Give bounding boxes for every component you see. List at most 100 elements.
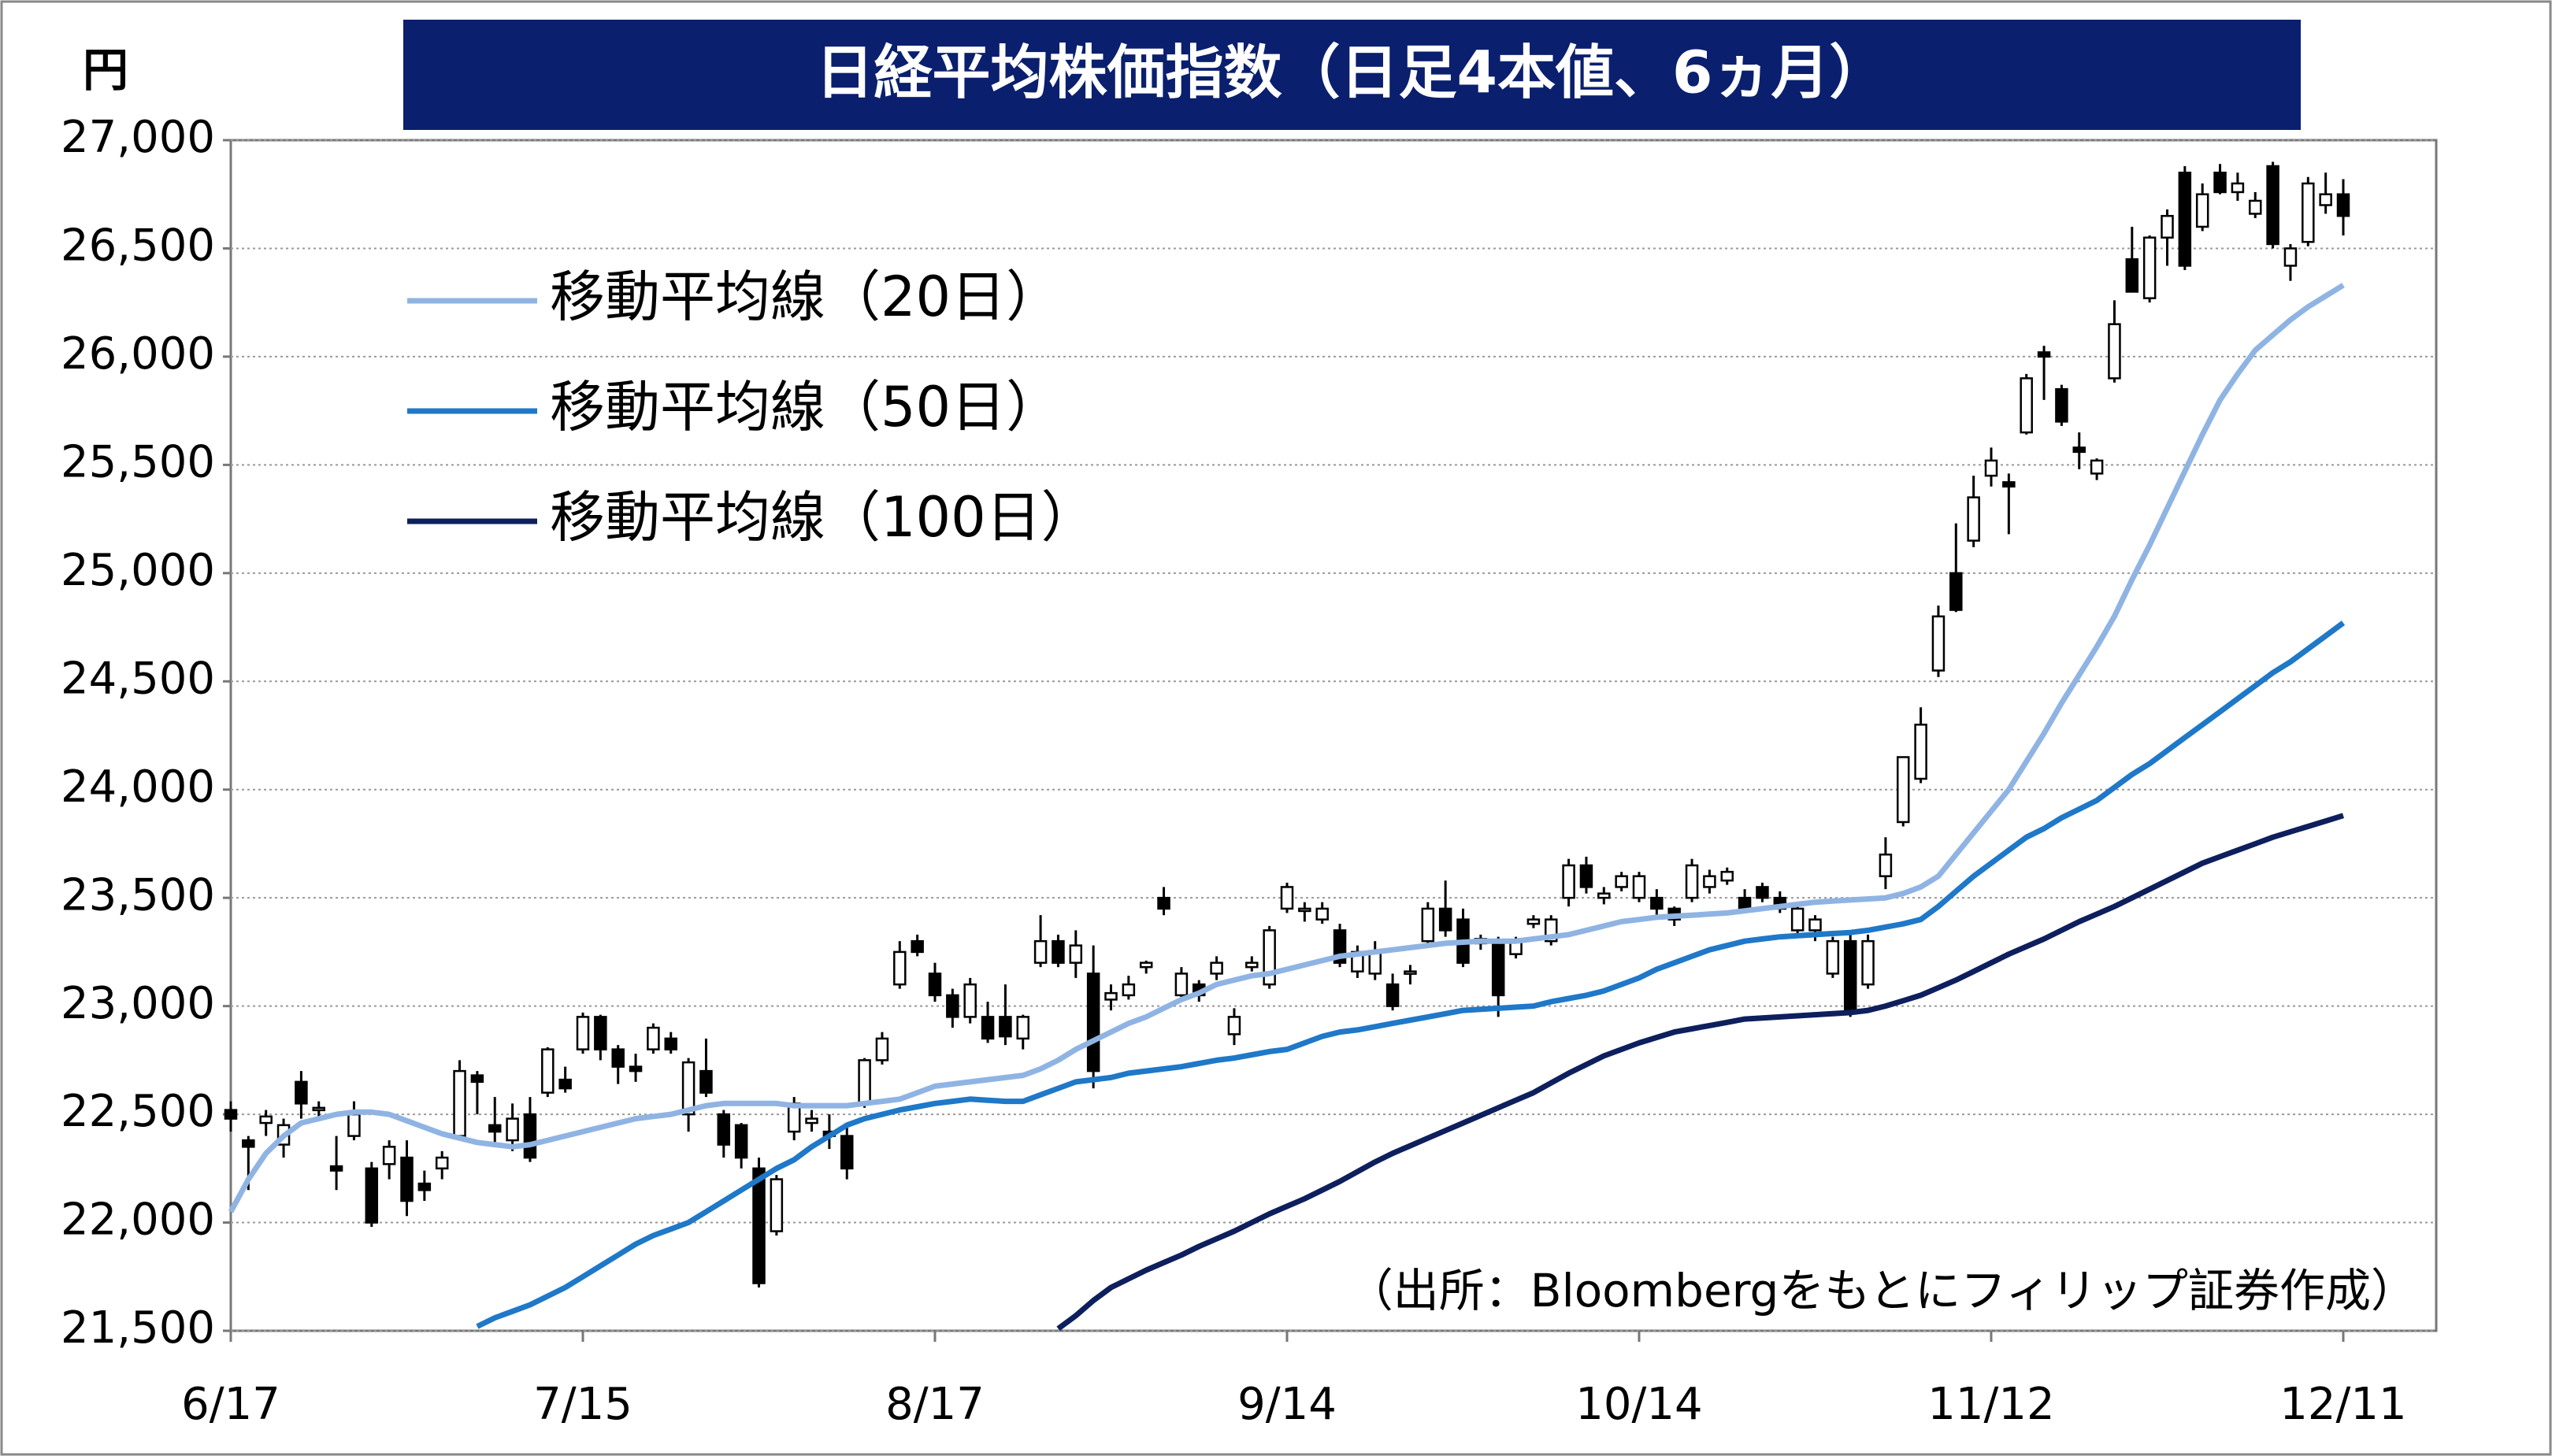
candle-body [1790,907,1805,932]
y-tick-label: 22,000 [61,1195,215,1246]
candle-body [664,1037,677,1050]
candle-body [611,1048,625,1068]
candle-body [999,1016,1012,1038]
candle-body [2266,165,2279,246]
candle-body [1491,939,1505,997]
candle-body [770,1178,784,1232]
candle-body [1210,961,1223,975]
candle-body [1562,864,1575,899]
x-tick-label: 7/15 [533,1379,632,1430]
candle-body [1526,918,1541,925]
candle-body [1052,939,1065,964]
candle-body [2231,182,2245,194]
candle-body [805,1117,818,1124]
candle-body [2072,446,2086,454]
candle-body [893,950,907,986]
candle-body [1245,961,1259,969]
candle-body [2108,323,2121,380]
candle-body [1703,875,1716,888]
candle-body [2161,214,2174,239]
candle-body [911,939,924,954]
x-tick-label: 8/17 [885,1379,985,1430]
y-tick-label: 22,500 [61,1086,215,1137]
x-tick-label: 10/14 [1575,1379,1702,1430]
candle-body [2336,193,2350,217]
candle-body [2125,257,2139,293]
x-tick-label: 6/17 [181,1379,280,1430]
candle-body [1227,1016,1241,1036]
candle-body [2195,193,2209,228]
candle-body [435,1156,449,1170]
candle-body [681,1061,695,1116]
candle-body [1897,756,1910,824]
y-tick-label: 26,000 [61,328,215,380]
candle-body [963,983,977,1018]
candle-body [488,1124,502,1133]
y-tick-label: 27,000 [61,112,215,163]
y-tick-label: 24,000 [61,761,215,813]
candle-body [1174,973,1189,997]
candle-body [928,973,942,997]
candle-body [1632,875,1646,899]
candle-body [1139,961,1153,969]
candle-body [1086,973,1100,1073]
candle-body [2213,171,2227,194]
candle-body [1949,572,1963,611]
candle-body [2020,377,2033,434]
candle-body [1967,496,1980,542]
candle-body [1157,896,1170,910]
legend-label: 移動平均線（100日） [550,485,1096,550]
candle-body [558,1078,572,1090]
candle-body [946,994,959,1018]
candle-body [312,1106,325,1112]
candle-body [1404,970,1417,975]
candle-body [576,1016,590,1050]
candle-body [365,1167,379,1224]
candle-body [2319,193,2332,206]
y-tick-label: 21,500 [61,1302,215,1354]
candle-body [1069,944,1083,964]
moving-average-line [228,283,2345,1213]
legend-label: 移動平均線（20日） [550,265,1061,329]
candle-body [400,1156,414,1202]
source-note: （出所：Bloombergをもとにフィリップ証券作成） [1348,1264,2417,1317]
candle-body [2178,171,2192,267]
candle-body [224,1109,238,1120]
y-tick-label: 23,500 [61,869,215,921]
candle-body [2283,247,2298,267]
candle-body [2037,351,2051,358]
candle-body [1615,875,1628,888]
candle-body [1756,886,1769,899]
candle-body [1720,870,1734,882]
chart-title: 日経平均株価指数（日足4本値、6ヵ月） [816,39,1888,107]
candle-body [1984,459,1998,477]
candle-body [329,1165,343,1172]
legend-label: 移動平均線（50日） [550,375,1061,439]
y-tick-label: 23,000 [61,978,215,1029]
candle-body [1016,1016,1029,1040]
candle-body [1914,724,1927,780]
candle-body [629,1065,643,1073]
candle-body [699,1069,713,1094]
candle-body [1879,853,1893,877]
candle-body [242,1139,255,1148]
y-unit: 円 [83,43,128,97]
candle-body [1280,886,1294,910]
candle-body [417,1182,432,1191]
candle-body [1650,896,1664,910]
candle-body [981,1016,995,1040]
candle-body [541,1048,555,1094]
candle-body [1579,864,1593,888]
y-tick-label: 25,000 [61,545,215,596]
candle-body [1385,983,1400,1007]
y-tick-label: 24,500 [61,653,215,704]
candle-body [2002,481,2016,488]
candle-body [858,1059,871,1105]
candle-body [1861,939,1875,986]
x-tick-label: 9/14 [1237,1379,1337,1430]
y-tick-label: 26,500 [61,220,215,272]
candle-body [647,1026,660,1050]
candle-body [840,1135,854,1170]
candle-body [1843,939,1857,1014]
